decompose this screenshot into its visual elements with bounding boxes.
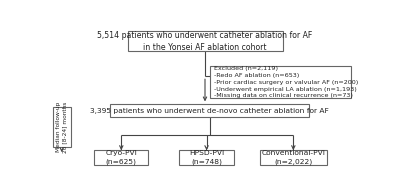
- FancyBboxPatch shape: [94, 150, 148, 165]
- FancyBboxPatch shape: [260, 150, 327, 165]
- Text: 3,395 patients who underwent de-novo catheter ablation for AF: 3,395 patients who underwent de-novo cat…: [90, 108, 329, 114]
- FancyBboxPatch shape: [53, 107, 71, 147]
- Text: Excluded (n=2,119)
-Redo AF ablation (n=653)
-Prior cardiac surgery or valvular : Excluded (n=2,119) -Redo AF ablation (n=…: [214, 66, 358, 98]
- Text: Conventional-PVI
(n=2,022): Conventional-PVI (n=2,022): [261, 150, 325, 165]
- FancyBboxPatch shape: [110, 104, 309, 117]
- FancyBboxPatch shape: [128, 31, 282, 51]
- FancyBboxPatch shape: [210, 66, 352, 98]
- Text: Cryo-PVI
(n=625): Cryo-PVI (n=625): [105, 150, 137, 165]
- Text: Median follow-up
20 [8-24] months: Median follow-up 20 [8-24] months: [56, 101, 68, 153]
- Text: 5,514 patients who underwent catheter ablation for AF
in the Yonsei AF ablation : 5,514 patients who underwent catheter ab…: [97, 31, 313, 52]
- FancyBboxPatch shape: [180, 150, 234, 165]
- Text: HPSD-PVI
(n=748): HPSD-PVI (n=748): [189, 150, 224, 165]
